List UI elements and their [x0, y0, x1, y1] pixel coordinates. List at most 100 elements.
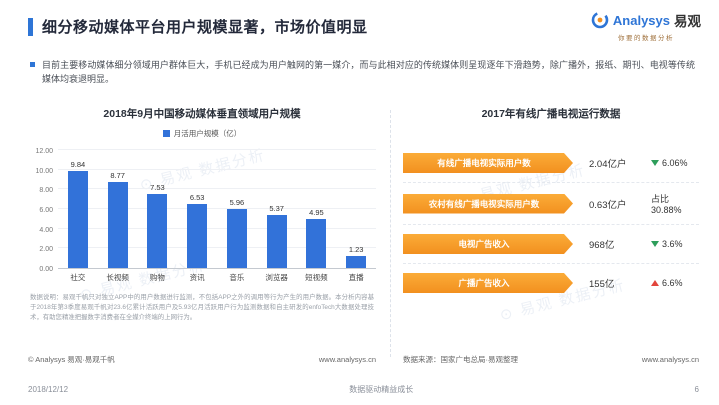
chart-title: 2018年9月中国移动媒体垂直领域用户规模 [103, 108, 301, 120]
content-area: ⊙ 易观 数据分析 ⊙ 易观 数据分析 ⊙ 易观 数据分析 ⊙ 易观 数据分析 … [28, 104, 699, 365]
bar-value-label: 7.53 [150, 182, 165, 192]
x-category-label: 浏览器 [265, 273, 288, 282]
x-category-label: 购物 [149, 273, 165, 282]
footer-date: 2018/12/12 [28, 385, 69, 394]
tv-data-row: 有线广播电视实际用户数 2.04亿户 6.06% [403, 144, 699, 183]
bar [107, 181, 128, 268]
tv-panel-title: 2017年有线广播电视运行数据 [481, 108, 621, 120]
bar [306, 219, 327, 268]
gridline [58, 208, 376, 209]
bar [226, 209, 247, 268]
bar-value-label: 9.84 [70, 160, 86, 170]
tv-row-label: 电视广告收入 [403, 234, 573, 254]
analysys-logo-icon [591, 11, 609, 29]
tv-row-value: 2.04亿户 [589, 159, 627, 170]
website-link[interactable]: www.analysys.cn [318, 355, 376, 364]
y-tick-label: 4.00 [39, 226, 53, 234]
legend-swatch [162, 130, 170, 137]
tv-row-value: 0.63亿户 [589, 199, 627, 211]
tv-row-change: 占比30.88% [651, 192, 699, 215]
bar-value-label: 5.37 [269, 204, 284, 214]
x-category-label: 资讯 [189, 273, 205, 282]
page-title: 细分移动媒体平台用户规模显著，市场价值明显 [42, 19, 368, 36]
intro-text: 目前主要移动媒体细分领域用户群体巨大，手机已经成为用户触网的第一媒介，而与此相对… [42, 60, 695, 85]
y-tick-label: 8.00 [39, 187, 53, 195]
tv-data-row: 广播广告收入 155亿 6.6% [403, 264, 699, 302]
x-category-label: 社交 [70, 273, 86, 282]
brand-tagline: 你要的数据分析 [617, 35, 674, 42]
tv-data-row: 农村有线广播电视实际用户数 0.63亿户 占比30.88% [403, 183, 699, 225]
bar-column: 5.37 [257, 151, 297, 268]
bar [266, 215, 287, 268]
y-tick-label: 12.00 [35, 148, 53, 155]
intro-paragraph: 目前主要移动媒体细分领域用户群体巨大，手机已经成为用户触网的第一媒介，而与此相对… [30, 58, 695, 87]
chart-legend: 月活用户规模（亿） [28, 128, 376, 139]
tv-row-label: 农村有线广播电视实际用户数 [403, 194, 573, 214]
bar-chart: 0.00 2.00 4.00 6.00 8.00 10.00 12.00 9.84 8.77 7… [28, 148, 376, 273]
plot-area: 9.84 8.77 7.53 6.53 5.96 5.37 4.95 1.23 [58, 149, 376, 269]
change-text: 6.06% [662, 158, 688, 168]
up-arrow-icon [651, 280, 659, 286]
gridline [58, 149, 376, 150]
brand-name-en: Analysys [612, 12, 670, 28]
copyright-text: © Analysys 易观·易观千帆 [28, 355, 115, 364]
tv-row-label: 有线广播电视实际用户数 [403, 153, 573, 173]
x-category-label: 长视频 [106, 273, 129, 282]
bar-value-label: 1.23 [348, 244, 364, 254]
left-source-row: © Analysys 易观·易观千帆 www.analysys.cn [28, 348, 376, 365]
tv-data-panel: 2017年有线广播电视运行数据 有线广播电视实际用户数 2.04亿户 6.06% 农村… [403, 104, 699, 365]
bar-column: 5.96 [217, 151, 257, 268]
footer-slogan: 数据驱动精益成长 [349, 385, 414, 394]
tv-row-value: 155亿 [589, 279, 615, 290]
tv-rows: 有线广播电视实际用户数 2.04亿户 6.06% 农村有线广播电视实际用户数 0.63亿… [403, 144, 699, 302]
bar [147, 193, 168, 268]
tv-row-change: 6.6% [651, 278, 683, 288]
category-row: 社交 长视频 购物 资讯 音乐 浏览器 短视频 直播 [58, 269, 376, 283]
title-accent-bar [28, 17, 33, 36]
y-axis: 0.00 2.00 4.00 6.00 8.00 10.00 12.00 [28, 148, 58, 273]
y-tick-label: 2.00 [39, 246, 53, 254]
tv-row-label: 广播广告收入 [403, 273, 573, 293]
vertical-divider [390, 110, 391, 357]
gridline [58, 247, 376, 249]
bar-value-label: 6.53 [189, 192, 205, 202]
change-text: 占比30.88% [651, 194, 682, 215]
gridline [58, 227, 376, 229]
bar-column: 7.53 [138, 151, 178, 268]
slide-footer: 2018/12/12 数据驱动精益成长 6 [28, 384, 699, 395]
x-category-label: 音乐 [229, 273, 245, 282]
bar [67, 171, 88, 268]
bar-column: 9.84 [58, 151, 98, 268]
y-tick-label: 0.00 [39, 266, 53, 273]
x-category-label: 直播 [348, 273, 364, 282]
brand-name-cn: 易观 [674, 14, 701, 29]
tv-row-change: 3.6% [651, 239, 683, 249]
bar-value-label: 8.77 [110, 170, 125, 180]
tv-data-row: 电视广告收入 968亿 3.6% [403, 225, 699, 264]
page-number: 6 [694, 385, 699, 394]
bar-column: 4.95 [297, 151, 337, 268]
bar-value-label: 4.95 [309, 208, 324, 218]
bar-value-label: 5.96 [229, 198, 245, 208]
x-category-label: 短视频 [305, 273, 328, 282]
tv-row-change: 6.06% [651, 158, 688, 168]
change-text: 3.6% [662, 239, 683, 249]
bar-column: 6.53 [177, 151, 217, 268]
bar [346, 255, 367, 268]
change-text: 6.6% [662, 278, 683, 288]
slide-header: 细分移动媒体平台用户规模显著，市场价值明显 [28, 16, 509, 37]
website-link[interactable]: www.analysys.cn [641, 355, 699, 364]
data-source-text: 数据来源：国家广电总局·易观整理 [403, 355, 518, 364]
gridline [58, 168, 376, 170]
down-arrow-icon [651, 160, 659, 166]
bar [187, 203, 208, 268]
right-source-row: 数据来源：国家广电总局·易观整理 www.analysys.cn [403, 348, 699, 365]
bar-column: 1.23 [336, 151, 376, 268]
mobile-media-chart-panel: 2018年9月中国移动媒体垂直领域用户规模 月活用户规模（亿） 0.00 2.00… [28, 104, 376, 365]
bar-column: 8.77 [98, 151, 138, 268]
gridline [58, 188, 376, 190]
data-note: 数据说明：易观千帆只对独立APP中的用户数据进行监测，不包括APP之外的调用等行… [30, 294, 374, 321]
legend-label: 月活用户规模（亿） [173, 129, 242, 138]
y-tick-label: 6.00 [39, 207, 53, 214]
tv-row-value: 968亿 [589, 240, 615, 251]
